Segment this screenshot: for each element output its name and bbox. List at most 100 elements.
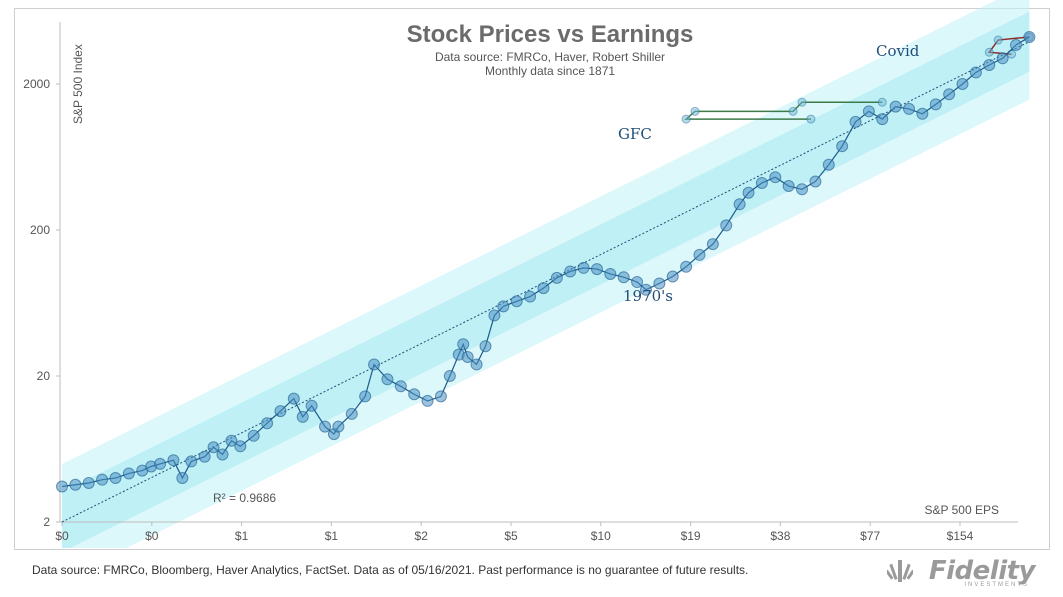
data-point	[368, 358, 381, 371]
data-point	[631, 276, 644, 289]
gfc-loop-point	[788, 106, 798, 116]
data-point	[577, 261, 590, 274]
data-point	[903, 102, 916, 115]
data-point	[849, 115, 862, 128]
data-point	[305, 399, 318, 412]
data-point	[457, 338, 470, 351]
logo-subtext: INVESTMENTS	[964, 582, 1029, 588]
fidelity-logo: Fidelity INVESTMENTS	[885, 554, 1036, 590]
data-point	[564, 265, 577, 278]
data-point	[653, 277, 666, 290]
trendline-line	[61, 41, 1030, 523]
x-tick-label: $0	[145, 529, 159, 543]
data-point	[274, 405, 287, 418]
data-point	[693, 248, 706, 261]
annotation-covid: Covid	[876, 42, 920, 60]
x-tick-label: $0	[55, 529, 69, 543]
data-point	[510, 295, 523, 308]
data-point	[769, 171, 782, 184]
x-tick-label: $2	[415, 529, 429, 543]
r-squared-label: R² = 0.9686	[213, 491, 276, 505]
y-tick-label: 2	[43, 515, 50, 529]
data-point	[96, 473, 109, 486]
chart-subtitle-line-1: Data source: FMRCo, Haver, Robert Shille…	[435, 50, 665, 64]
data-point	[319, 420, 332, 433]
data-point	[296, 410, 309, 423]
data-point	[876, 113, 889, 126]
fidelity-mark-icon	[887, 560, 913, 582]
axes: 2 20 200 2000 $0 $0 $1 $1 $2 $5 $10 $19 $38 $77 $154	[23, 22, 1018, 543]
data-point	[225, 434, 238, 447]
data-point	[969, 66, 982, 79]
data-point	[345, 407, 358, 420]
data-point	[332, 420, 345, 433]
data-point	[185, 455, 198, 468]
data-point	[639, 283, 652, 296]
chart-canvas: 2 20 200 2000 $0 $0 $1 $1 $2 $5 $10 $19 $38 $77 $154 S…	[23, 0, 1036, 548]
data-point	[680, 260, 693, 273]
data-point	[176, 472, 189, 485]
x-tick-label: $1	[325, 529, 339, 543]
data-point	[782, 180, 795, 193]
annotation-1970s: 1970's	[623, 287, 673, 305]
chart-subtitle-line-2: Monthly data since 1871	[485, 64, 615, 78]
data-point	[733, 198, 746, 211]
data-point	[755, 176, 768, 189]
data-point	[207, 441, 220, 454]
data-point	[524, 290, 537, 303]
x-tick-label: $5	[504, 529, 518, 543]
data-point	[488, 309, 501, 322]
data-point	[434, 390, 447, 403]
data-point	[421, 394, 434, 407]
x-tick-label: $38	[770, 529, 790, 543]
data-point	[796, 183, 809, 196]
data-point	[122, 467, 135, 480]
data-point	[234, 440, 247, 453]
data-point	[943, 88, 956, 101]
data-point	[862, 105, 875, 118]
y-axis-label: S&P 500 Index	[71, 44, 85, 124]
data-point	[154, 457, 167, 470]
y-tick-label: 2000	[23, 77, 50, 91]
data-point	[216, 448, 229, 461]
y-tick-label: 20	[37, 369, 51, 383]
data-point	[69, 478, 82, 491]
data-point	[198, 450, 211, 463]
x-axis-label: S&P 500 EPS	[925, 503, 1000, 517]
data-point	[470, 358, 483, 371]
data-point	[929, 98, 942, 111]
gfc-loop-point	[690, 106, 700, 116]
data-point	[82, 476, 95, 489]
x-tick-label: $10	[591, 529, 611, 543]
x-tick-label: $19	[681, 529, 701, 543]
logo-wordmark: Fidelity	[928, 556, 1036, 586]
data-point	[359, 390, 372, 403]
data-point	[479, 340, 492, 353]
data-point	[836, 140, 849, 153]
gfc-loop-point	[877, 97, 887, 107]
data-point	[261, 417, 274, 430]
chart-text: Stock Prices vs Earnings Data source: FM…	[71, 21, 999, 517]
data-point	[706, 238, 719, 251]
data-point	[408, 388, 421, 401]
x-tick-label: $154	[947, 529, 974, 543]
footer-source-note: Data source: FMRCo, Bloomberg, Haver Ana…	[32, 563, 749, 577]
x-tick-label: $77	[860, 529, 880, 543]
data-point	[247, 429, 260, 442]
data-point	[56, 480, 68, 493]
data-point	[889, 100, 902, 113]
x-tick-label: $1	[235, 529, 249, 543]
data-point	[394, 380, 407, 393]
data-point	[443, 370, 456, 382]
chart-title: Stock Prices vs Earnings	[407, 21, 694, 48]
data-point	[666, 270, 679, 283]
y-tick-label: 200	[30, 223, 50, 237]
trendline	[61, 41, 1030, 523]
data-point	[822, 158, 835, 171]
gfc-loop-point	[681, 114, 691, 124]
data-point	[916, 107, 929, 120]
data-point	[109, 472, 122, 485]
data-point	[461, 350, 474, 363]
data-point	[742, 186, 755, 199]
gfc-loop-point	[806, 114, 816, 124]
